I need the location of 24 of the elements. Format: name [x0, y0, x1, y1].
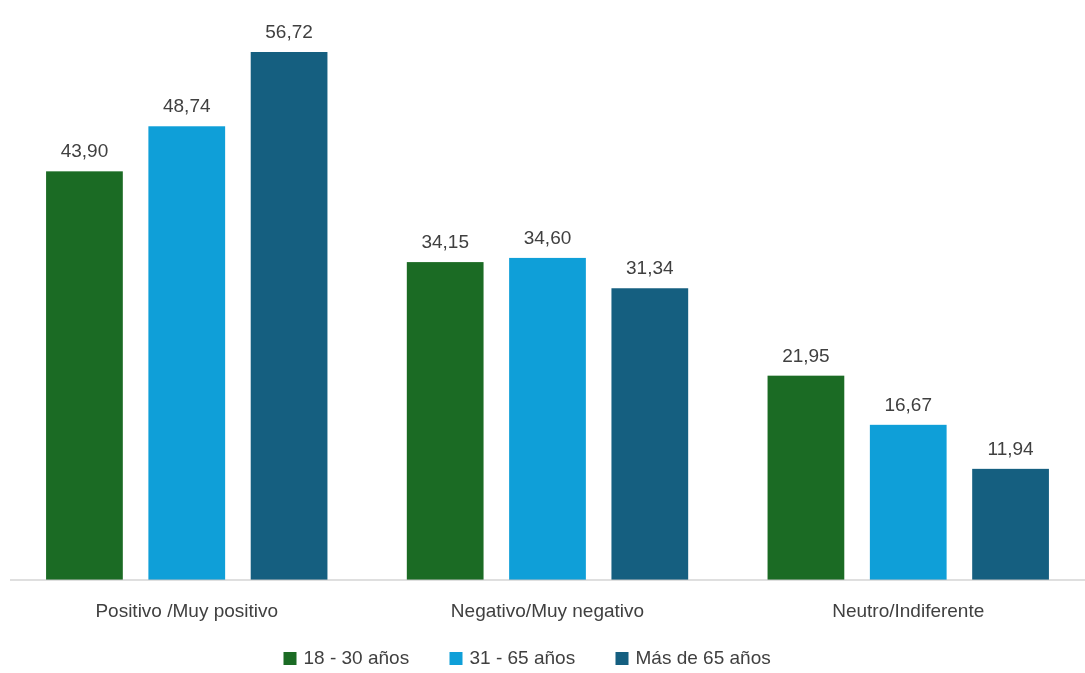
bar — [148, 126, 226, 580]
data-label: 16,67 — [884, 393, 933, 415]
legend-label: 31 - 65 años — [469, 647, 576, 668]
x-tick-label: Neutro/Indiferente — [832, 600, 985, 621]
data-label: 56,72 — [265, 21, 313, 42]
bar — [869, 424, 947, 580]
bar — [611, 288, 689, 580]
data-label: 31,34 — [626, 257, 675, 279]
data-label: 21,95 — [782, 344, 830, 366]
bar — [46, 171, 123, 580]
data-label: 11,94 — [987, 437, 1035, 459]
data-label: 43,90 — [60, 140, 109, 162]
x-tick-label: Negativo/Muy negativo — [450, 600, 645, 621]
x-tick-label: Positivo /Muy positivo — [95, 600, 279, 621]
bar — [406, 262, 484, 580]
legend-label: Más de 65 años — [635, 647, 771, 668]
legend-label: 18 - 30 años — [303, 647, 410, 668]
data-label: 34,60 — [523, 226, 572, 248]
bar — [972, 468, 1049, 580]
data-label: 48,74 — [162, 95, 211, 117]
bar — [509, 257, 586, 580]
bar — [250, 52, 328, 580]
bar — [767, 375, 845, 580]
data-label: 34,15 — [421, 231, 469, 253]
